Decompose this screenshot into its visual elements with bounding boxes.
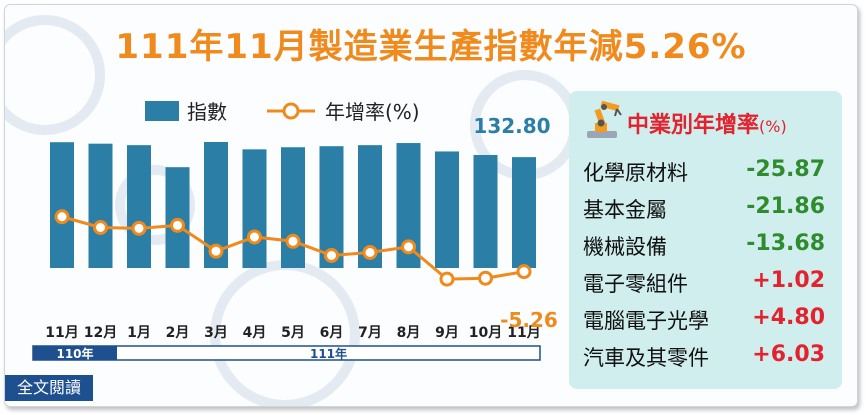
page-title: 111年11月製造業生產指數年減5.26% xyxy=(115,27,747,67)
x-tick-label: 12月 xyxy=(84,325,117,341)
index-bar xyxy=(512,157,536,268)
industry-value: -21.86 xyxy=(746,194,825,219)
index-bar xyxy=(127,145,151,268)
index-bar xyxy=(319,146,344,268)
legend-line-marker xyxy=(282,102,300,120)
x-tick-label: 1月 xyxy=(127,325,151,341)
robot-arm-icon xyxy=(587,100,622,138)
x-tick-label: 9月 xyxy=(435,325,459,341)
industry-name: 機械設備 xyxy=(583,235,667,259)
industry-name: 汽車及其零件 xyxy=(583,346,709,370)
growth-point xyxy=(401,239,416,255)
growth-point xyxy=(208,243,224,259)
index-bar xyxy=(165,167,190,268)
industry-row: 電子零組件 +1.02 xyxy=(583,268,833,298)
growth-point xyxy=(131,220,147,236)
growth-point xyxy=(516,264,532,280)
industry-row: 機械設備 -13.68 xyxy=(583,231,833,261)
last-growth-label: -5.26 xyxy=(500,308,558,332)
industry-value: -13.68 xyxy=(746,231,825,256)
x-tick-label: 11月 xyxy=(45,325,78,341)
panel-title-text: 中業別年增率 xyxy=(627,113,760,138)
growth-point xyxy=(362,244,378,260)
industry-value: +4.80 xyxy=(752,305,825,330)
x-tick-label: 8月 xyxy=(397,325,421,341)
growth-point xyxy=(170,217,185,233)
industry-name: 電腦電子光學 xyxy=(583,309,709,333)
index-bar xyxy=(473,155,498,268)
industry-value: +6.03 xyxy=(752,342,825,367)
industry-value: +1.02 xyxy=(752,268,825,293)
x-tick-label: 10月 xyxy=(469,325,502,341)
last-index-label: 132.80 xyxy=(473,114,550,138)
legend-bar-swatch xyxy=(145,101,179,121)
x-tick-label: 6月 xyxy=(320,325,344,341)
industry-name: 基本金屬 xyxy=(583,198,667,222)
read-all-button[interactable]: 全文閱讀 xyxy=(5,375,93,401)
infographic-frame: 111年11月製造業生產指數年減5.26% 指數 年增率(%) 11月 12月 1月… xyxy=(4,4,858,407)
growth-point xyxy=(247,229,262,245)
timeline-year-label: 110年 xyxy=(56,346,93,361)
timeline-year-block xyxy=(33,346,117,360)
industry-growth-panel: 中業別年增率(%) 化學原材料 -25.87 基本金屬 -21.86 機械設備 -13.6… xyxy=(569,91,842,389)
industry-name: 化學原材料 xyxy=(583,161,688,185)
industry-name: 電子零組件 xyxy=(583,272,688,296)
industry-row: 化學原材料 -25.87 xyxy=(583,157,833,187)
index-bar xyxy=(50,142,74,268)
x-tick-label: 11月 xyxy=(507,325,540,341)
growth-point xyxy=(439,271,455,287)
x-tick-label: 7月 xyxy=(358,325,382,341)
panel-title-unit: (%) xyxy=(759,117,787,136)
growth-point xyxy=(93,220,108,235)
x-tick-label: 5月 xyxy=(281,325,305,341)
index-bar xyxy=(435,151,459,268)
growth-point xyxy=(285,233,301,249)
index-bar xyxy=(242,149,267,268)
industry-value: -25.87 xyxy=(746,157,825,182)
panel-title: 中業別年增率(%) xyxy=(627,107,787,139)
index-bar xyxy=(281,147,305,268)
x-tick-label: 4月 xyxy=(243,325,267,341)
timeline-year-label: 111年 xyxy=(310,346,347,361)
legend-line-label: 年增率(%) xyxy=(325,100,420,124)
x-tick-label: 3月 xyxy=(204,325,228,341)
production-index-chart: 指數 年增率(%) 11月 12月 1月 2月 3月 4月 5月 6月 7月 8月 9月 10月 11月… xyxy=(32,100,558,361)
industry-row: 電腦電子光學 +4.80 xyxy=(583,305,833,335)
growth-point xyxy=(478,270,493,286)
industry-row: 基本金屬 -21.86 xyxy=(583,194,833,224)
industry-row: 汽車及其零件 +6.03 xyxy=(583,342,833,372)
growth-point xyxy=(324,247,339,263)
index-bar xyxy=(88,143,113,268)
growth-point xyxy=(54,209,70,225)
legend-bar-label: 指數 xyxy=(187,100,227,124)
x-tick-label: 2月 xyxy=(166,325,190,341)
